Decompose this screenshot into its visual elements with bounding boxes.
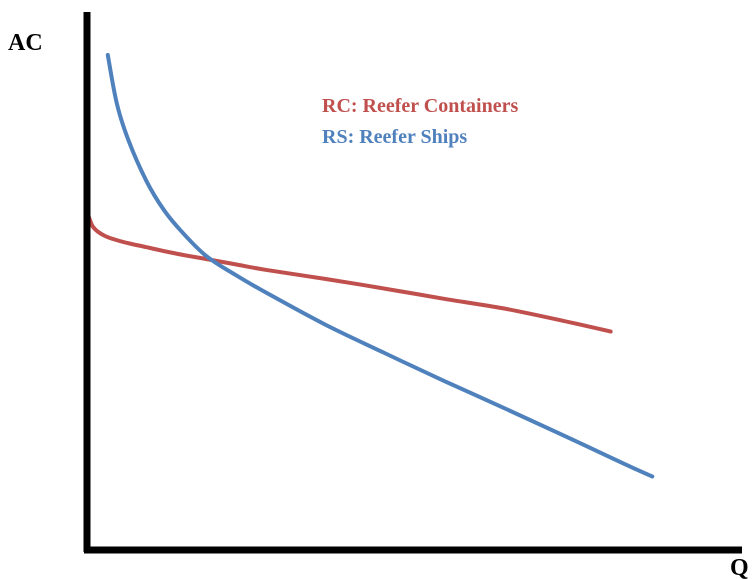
series-lines (85, 53, 655, 479)
series-line-rs (105, 53, 655, 479)
y-axis-label: AC (8, 30, 43, 56)
legend-entry-rc: RC: Reefer Containers (322, 95, 518, 117)
legend-entry-rs: RS: Reefer Ships (322, 126, 467, 148)
series-line-rc (85, 208, 613, 334)
x-axis-label: Q (730, 555, 749, 579)
